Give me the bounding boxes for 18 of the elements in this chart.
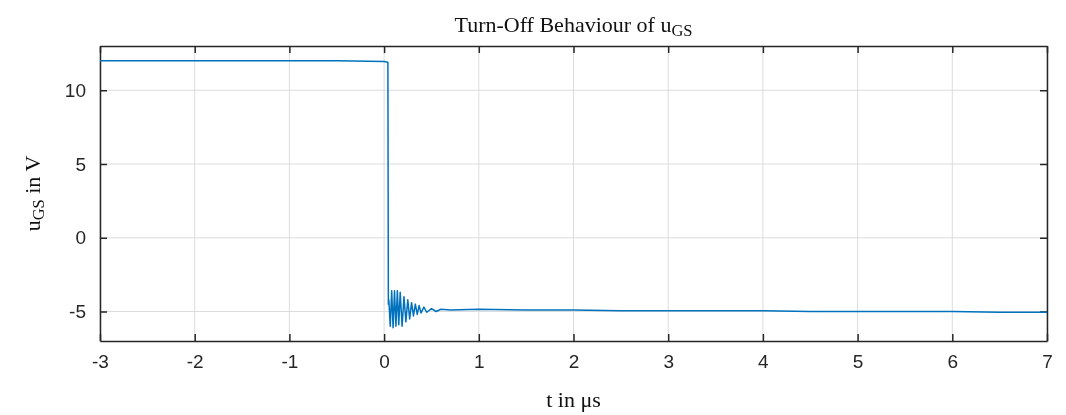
x-tick-label: 4 xyxy=(758,351,770,373)
y-tick-label: 5 xyxy=(75,153,86,175)
x-tick-label: 7 xyxy=(1042,351,1053,373)
y-tick-label: -5 xyxy=(69,301,86,323)
x-tick-label: 0 xyxy=(379,351,390,373)
x-tick-label: -1 xyxy=(281,351,299,373)
chart-title: Turn-Off Behaviour of u$_{GS}$ xyxy=(454,12,693,41)
x-axis-title: t in μs xyxy=(546,387,601,412)
x-tick-label: 6 xyxy=(947,351,959,373)
y-tick-label: 0 xyxy=(75,227,86,249)
x-tick-label: 2 xyxy=(568,351,580,373)
x-tick-label: 1 xyxy=(474,351,485,373)
x-tick-label: 3 xyxy=(663,351,674,373)
x-tick-label: -2 xyxy=(186,351,204,373)
x-tick-label: 5 xyxy=(852,351,864,373)
line-series xyxy=(100,60,1047,329)
y-tick-label: 10 xyxy=(64,79,86,101)
x-tick-label: -3 xyxy=(92,351,109,373)
